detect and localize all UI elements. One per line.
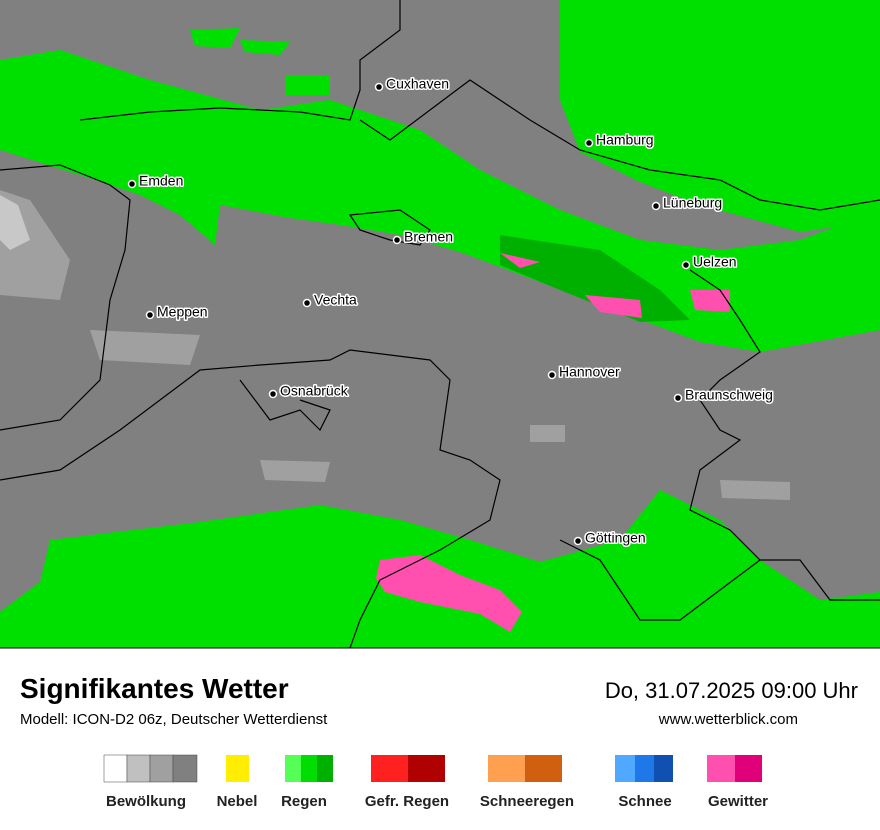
subtitle: Modell: ICON-D2 06z, Deutscher Wetterdie… [20,711,328,728]
border-line [239,379,331,432]
city-label: Braunschweig [685,387,773,403]
cities: Cuxhaven Hamburg Emden Bremen Lüneburg U… [127,74,774,547]
legend-swatch [615,755,635,782]
city-label: Uelzen [693,254,737,270]
city: Vechta [302,290,359,309]
header: Signifikantes Wetter Modell: ICON-D2 06z… [20,673,858,728]
map [0,0,880,649]
city-label: Göttingen [585,530,646,546]
thunderstorm-area [376,253,730,632]
city-label: Bremen [404,229,453,245]
legend-swatch [226,755,249,782]
title: Signifikantes Wetter [20,673,289,704]
city-label: Cuxhaven [386,76,449,92]
city: Göttingen [573,528,647,547]
city-dot [547,370,557,380]
legend-swatch [103,754,128,783]
city-dot [584,138,594,148]
city-label: Lüneburg [663,195,722,211]
city: Hannover [547,362,622,381]
city-label: Osnabrück [280,383,349,399]
legend-swatch [707,755,735,782]
legend-label: Schnee [618,793,671,810]
city: Cuxhaven [374,74,451,93]
legend-swatch [317,755,333,782]
border-line [689,269,880,601]
legend-label: Regen [281,793,327,810]
city: Meppen [145,302,209,321]
city: Bremen [392,227,455,246]
rain-area [190,0,880,232]
datetime: Do, 31.07.2025 09:00 Uhr [605,678,858,703]
border-line [0,349,501,649]
border-line [0,164,131,431]
legend-swatch [735,755,762,782]
legend-swatch [285,755,301,782]
legend-swatch [525,755,562,782]
city: Uelzen [681,252,738,271]
legend-swatch [488,755,525,782]
legend-label: Gewitter [708,793,768,810]
city-label: Meppen [157,304,208,320]
legend-label: Bewölkung [106,793,186,810]
border-line [348,209,431,246]
cloud-area [0,190,790,500]
city-dot [374,82,384,92]
city-dot [681,260,691,270]
city-dot [145,310,155,320]
city-dot [302,298,312,308]
city: Braunschweig [673,385,774,404]
heavy-rain-area [500,235,690,322]
city-label: Emden [139,173,183,189]
legend-swatch [371,755,408,782]
legend-label: Gefr. Regen [365,793,449,810]
legend-label: Nebel [217,793,258,810]
legend-swatch [172,754,198,783]
border-line [559,539,761,621]
city: Lüneburg [651,193,724,212]
legend-swatch [654,755,673,782]
city: Osnabrück [268,381,350,400]
city-label: Vechta [314,292,357,308]
city-dot [673,393,683,403]
legend-swatch [126,754,151,783]
rain-area [0,50,880,352]
legend-swatch [408,755,445,782]
legend-swatch [635,755,654,782]
coast-line [79,0,880,211]
legend: Bewölkung Nebel Regen Gefr. Regen Schnee… [103,754,768,810]
city-label: Hannover [559,364,620,380]
city-dot [392,235,402,245]
legend-swatch [301,755,317,782]
city-dot [127,179,137,189]
website: www.wetterblick.com [658,711,798,728]
city: Emden [127,171,185,190]
city-label: Hamburg [596,132,654,148]
cloud-area [0,195,30,250]
city-dot [573,536,583,546]
city: Hamburg [584,130,655,149]
legend-swatch [149,754,174,783]
legend-label: Schneeregen [480,793,574,810]
city-dot [268,389,278,399]
city-dot [651,201,661,211]
